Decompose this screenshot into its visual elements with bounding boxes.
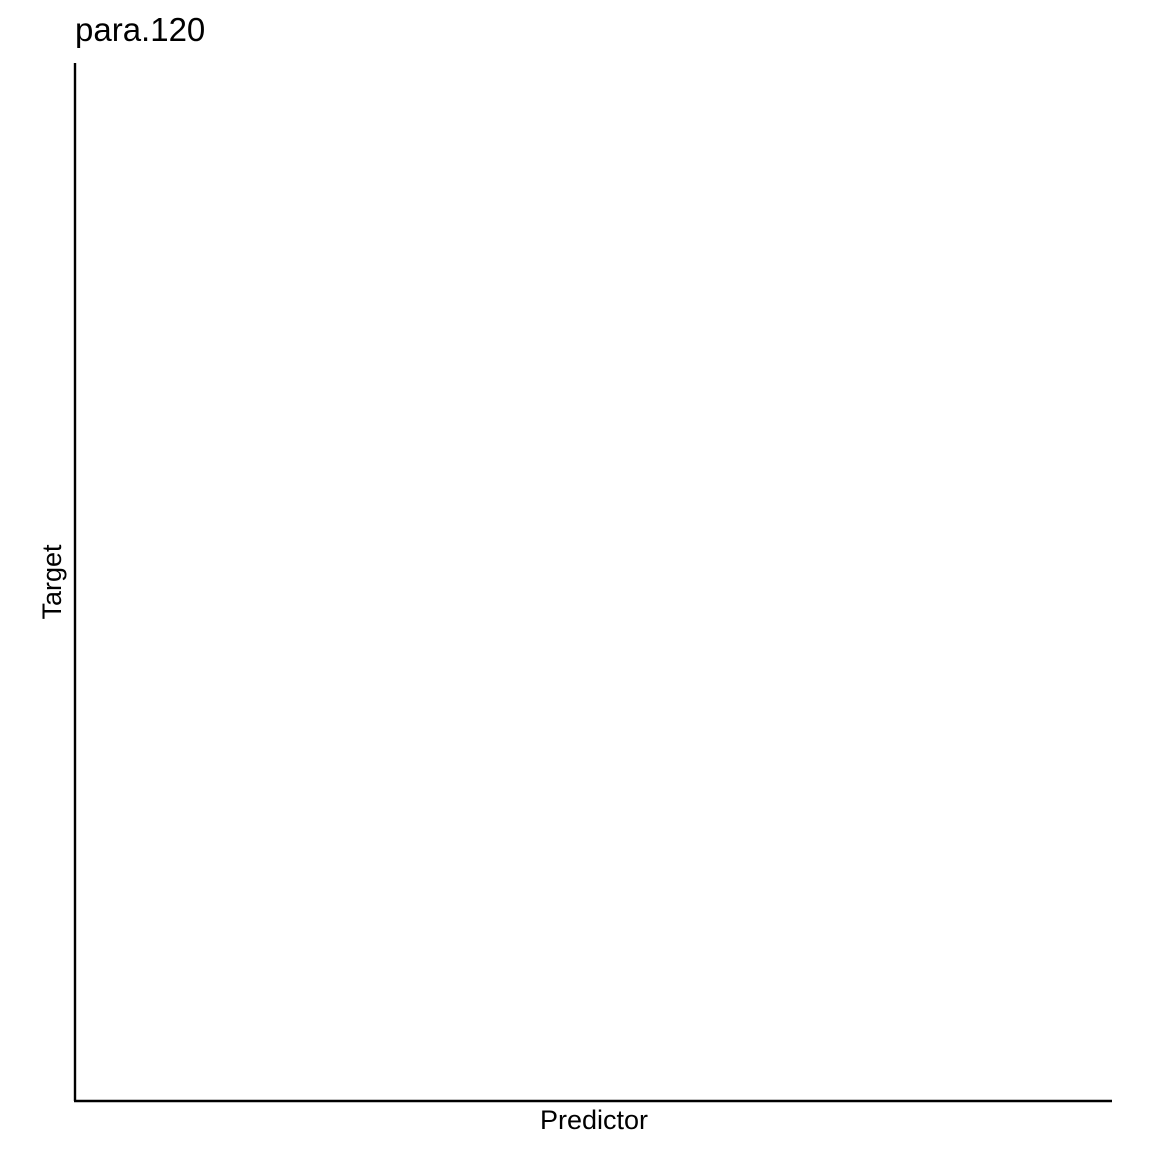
x-axis-label: Predictor	[540, 1105, 648, 1135]
plot-area	[73, 63, 1112, 1103]
y-axis-label: Target	[37, 544, 67, 620]
chart-title: para.120	[75, 11, 205, 48]
